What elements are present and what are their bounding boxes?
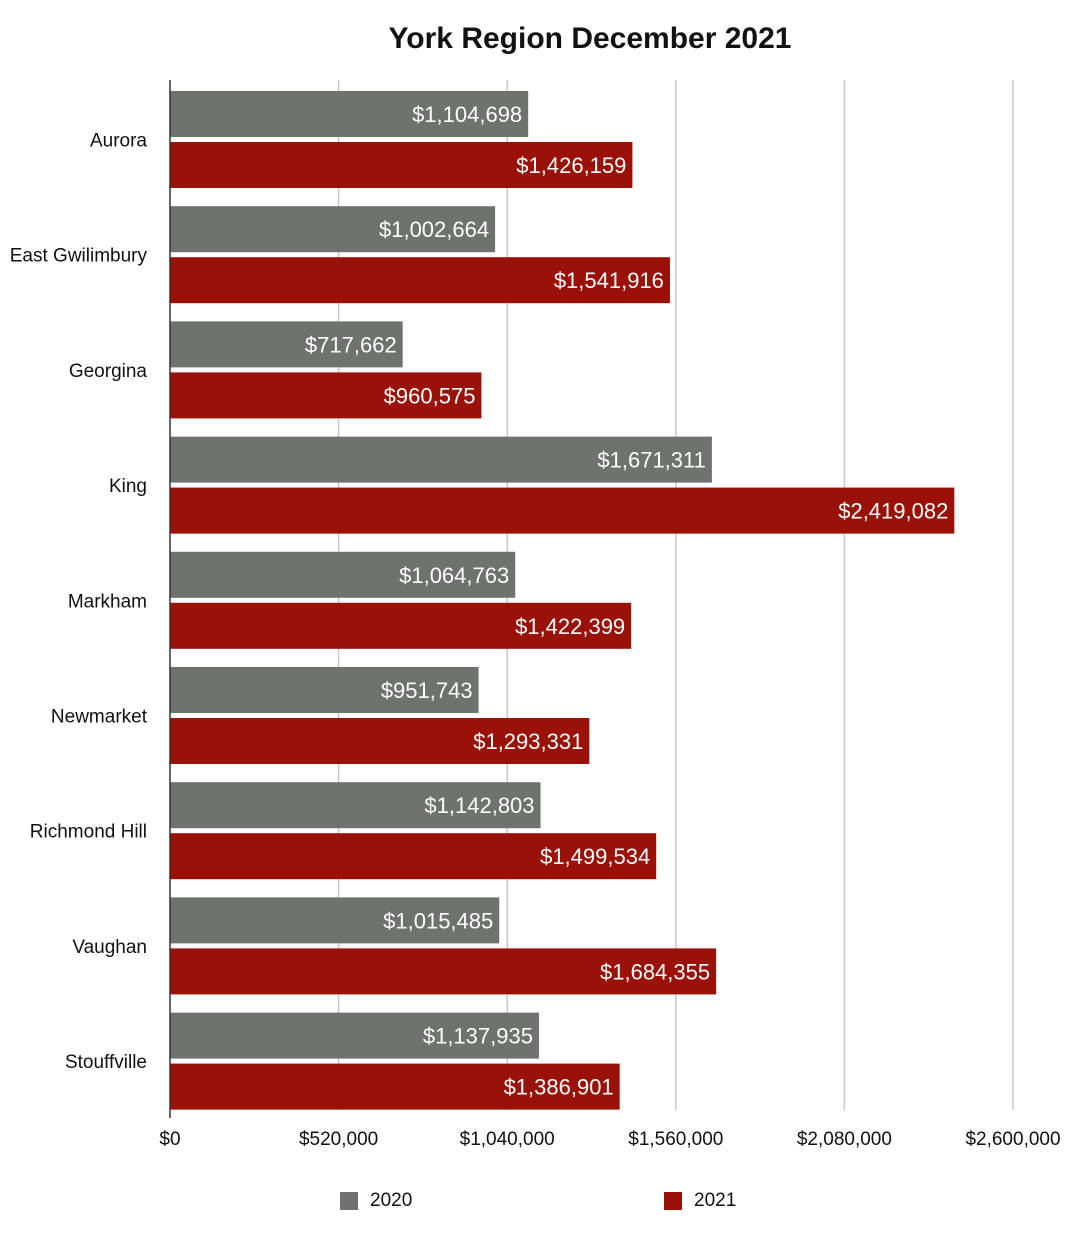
data-label-2021: $2,419,082: [838, 499, 948, 524]
bars: [170, 91, 955, 1110]
data-label-2020: $951,743: [381, 678, 473, 703]
bar-2020: [170, 667, 479, 713]
category-label: Aurora: [90, 131, 147, 152]
bar-2020: [170, 91, 529, 137]
data-label-2020: $1,104,698: [412, 102, 522, 127]
bar-2020: [170, 897, 500, 944]
data-label-2020: $1,137,935: [423, 1024, 533, 1049]
bar-2021: [170, 948, 717, 995]
bar-2021: [170, 142, 633, 188]
data-label-2021: $1,422,399: [515, 614, 625, 639]
bar-2021: [170, 1063, 620, 1110]
labels: $0 $520,000 $1,040,000 $1,560,000 $2,080,000…: [10, 102, 1061, 1150]
legend-item-2021: 2021: [664, 1190, 736, 1212]
category-label: Markham: [68, 591, 147, 612]
bar-2020: [170, 321, 403, 368]
data-label-2021: $1,684,355: [600, 959, 710, 984]
data-label-2021: $1,426,159: [516, 153, 626, 178]
legend-swatch-2020: [340, 1192, 358, 1210]
x-tick-label: $1,040,000: [460, 1129, 555, 1150]
category-label: Stouffville: [65, 1052, 147, 1073]
category-label: Newmarket: [51, 707, 148, 728]
bar-2020: [170, 436, 712, 483]
bar-2020: [170, 782, 541, 829]
category-label: Georgina: [69, 361, 148, 382]
x-tick-label: $2,080,000: [797, 1129, 892, 1150]
data-label-2020: $1,142,803: [424, 793, 534, 818]
x-tick-label: $1,560,000: [628, 1129, 723, 1150]
bar-2021: [170, 372, 482, 419]
bar-2021: [170, 833, 657, 880]
data-label-2020: $1,064,763: [399, 563, 509, 588]
bar-2020: [170, 1012, 539, 1059]
legend-item-2020: 2020: [340, 1190, 412, 1212]
legend-label-2020: 2020: [370, 1190, 413, 1211]
category-label: East Gwilimbury: [10, 246, 148, 267]
data-label-2020: $717,662: [305, 332, 397, 357]
legend-label-2021: 2021: [694, 1190, 737, 1211]
data-label-2020: $1,002,664: [379, 217, 489, 242]
x-tick-label: $0: [159, 1129, 180, 1150]
data-label-2021: $1,386,901: [504, 1075, 614, 1100]
data-label-2021: $1,293,331: [473, 729, 583, 754]
bar-chart: $0 $520,000 $1,040,000 $1,560,000 $2,080,000…: [10, 80, 1061, 1150]
category-label: Richmond Hill: [30, 822, 147, 843]
bar-2021: [170, 487, 955, 534]
bar-2020: [170, 551, 516, 598]
category-label: King: [109, 476, 147, 497]
data-label-2020: $1,015,485: [383, 908, 493, 933]
bar-2021: [170, 602, 632, 649]
chart-title: York Region December 2021: [388, 22, 792, 55]
bar-2021: [170, 257, 670, 304]
bar-2020: [170, 206, 496, 253]
data-label-2021: $960,575: [384, 383, 476, 408]
legend-swatch-2021: [664, 1192, 682, 1210]
data-label-2021: $1,541,916: [554, 268, 664, 293]
x-tick-label: $520,000: [299, 1129, 378, 1150]
x-tick-label: $2,600,000: [965, 1129, 1060, 1150]
category-label: Vaughan: [72, 937, 147, 958]
legend: 2020 2021: [0, 1186, 1080, 1216]
data-label-2020: $1,671,311: [597, 448, 705, 473]
data-label-2021: $1,499,534: [540, 844, 650, 869]
bar-2021: [170, 718, 590, 764]
